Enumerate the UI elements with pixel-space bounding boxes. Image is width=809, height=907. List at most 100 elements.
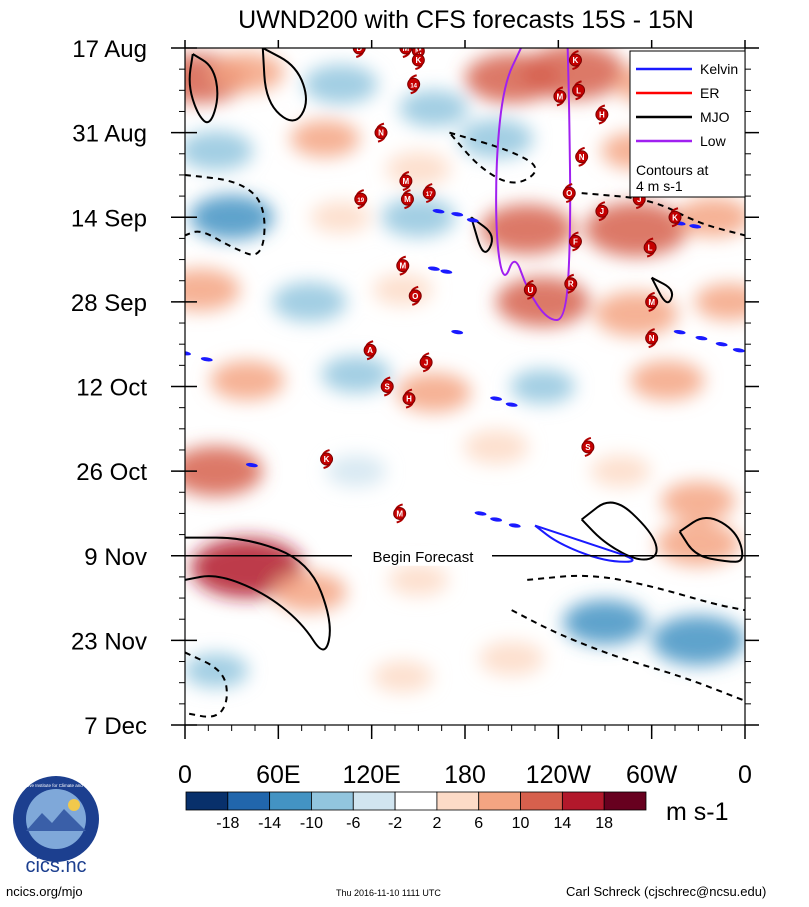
anomaly-blob-8: [185, 130, 254, 171]
storm-symbol: [407, 77, 421, 91]
storm-marker-26: K: [668, 207, 682, 228]
storm-marker-22: N: [575, 146, 589, 167]
colorbar-label-8: 14: [553, 815, 571, 832]
colorbar-label-6: 6: [474, 815, 483, 832]
y-tick-label-6: 9 Nov: [84, 544, 147, 571]
x-tick-label-0: 0: [178, 761, 192, 789]
storm-label: H: [406, 395, 412, 404]
kelvin-dashes-layer: [185, 209, 745, 528]
anomaly-blob-36: [272, 572, 347, 612]
storm-marker-33: S: [581, 436, 595, 457]
storm-label: N: [579, 153, 585, 162]
storm-label: L: [576, 86, 581, 95]
anomaly-blob-13: [189, 194, 274, 240]
storm-label: J: [424, 358, 428, 367]
legend-box: [629, 50, 746, 198]
anomaly-blob-18: [676, 197, 745, 238]
storm-marker-8: M: [400, 189, 414, 210]
storm-marker-24: J: [595, 201, 609, 222]
y-axis: 17 Aug 31 Aug 14 Sep 28 Sep 12 Oct 26 Oct 9 No…: [71, 36, 759, 740]
storm-tail-top: [354, 48, 356, 49]
anomaly-blob-24: [694, 283, 745, 321]
kelvin-dash-13: [508, 523, 521, 528]
anomaly-blob-30: [185, 446, 263, 497]
y-tick-label-1: 31 Aug: [72, 121, 147, 148]
contour-mjo-3: [448, 131, 537, 184]
x-tick-label-5: 60W: [626, 761, 678, 789]
chart-title: UWND200 with CFS forecasts 15S - 15N: [238, 6, 694, 34]
storm-label: S: [385, 383, 391, 392]
storm-label: J: [637, 195, 641, 204]
anomaly-blob-11: [458, 118, 534, 159]
storm-symbol: [581, 440, 595, 454]
anomaly-blob-2: [303, 64, 378, 105]
storm-label: F: [573, 237, 578, 246]
storm-label: L: [648, 243, 653, 252]
logo-mountains: [26, 809, 86, 831]
anomaly-blob-16: [480, 204, 575, 255]
colorbar: -18 -14 -10 -6 -2 2 6 10 14 18: [185, 791, 647, 832]
storm-tail-top: [400, 48, 402, 49]
anomaly-blob-23: [594, 291, 679, 337]
colorbar-swatch-5: [394, 791, 438, 811]
anomaly-blob-25: [210, 360, 285, 401]
anomaly-blob-19: [185, 268, 241, 311]
colorbar-label-1: -14: [258, 815, 281, 832]
storm-label: N: [649, 334, 655, 343]
storm-symbol: [668, 210, 682, 224]
kelvin-dash-8: [490, 396, 503, 401]
storm-symbol: [396, 259, 410, 273]
kelvin-dash-5: [427, 266, 440, 271]
contours-layer: [185, 48, 745, 718]
storm-symbol: [523, 283, 537, 297]
x-axis: 0 60E 120E 180 120W 60W 0: [178, 40, 752, 789]
legend-label-kelvin: Kelvin: [700, 61, 738, 77]
y-tick-label-3: 28 Sep: [71, 290, 147, 317]
storm-symbol: [643, 240, 657, 254]
anomaly-blob-31: [326, 455, 387, 488]
colorbar-swatch-0: [185, 791, 229, 811]
storm-label: R: [568, 280, 574, 289]
anomaly-blob-37: [388, 563, 449, 596]
storm-label: O: [566, 189, 572, 198]
legend: Kelvin ER MJO Low Contours at 4 m s-1: [629, 50, 746, 198]
storm-symbol: [411, 53, 425, 67]
storm-symbol: [374, 126, 388, 140]
storm-label: M: [396, 509, 403, 518]
colorbar-label-9: 18: [595, 815, 613, 832]
colorbar-label-5: 2: [432, 815, 441, 832]
storm-label: 19: [357, 198, 364, 204]
kelvin-dash-7: [451, 329, 464, 335]
storm-symbol: [363, 343, 377, 357]
contour-mjo-7: [185, 536, 331, 651]
x-tick-label-4: 120W: [526, 761, 592, 789]
anomaly-blob-3: [399, 89, 469, 128]
kelvin-dash-9: [505, 402, 518, 407]
storm-marker-0: D: [352, 44, 366, 58]
storm-symbol: [400, 192, 414, 206]
legend-note-line2: 4 m s-1: [636, 178, 683, 194]
colorbar-swatch-10: [603, 791, 647, 811]
anomaly-blob-35: [190, 537, 304, 598]
colorbar-swatch-2: [269, 791, 312, 811]
storm-label: D: [356, 44, 362, 53]
contour-mjo-1: [261, 48, 307, 122]
anomaly-blob-5: [522, 48, 626, 100]
storm-marker-5: N: [374, 122, 388, 143]
storm-marker-6: M: [399, 171, 413, 191]
legend-label-er: ER: [700, 85, 719, 101]
contour-mjo-10: [527, 574, 745, 612]
anomaly-blob-10: [385, 151, 451, 187]
footer-timestamp: Thu 2016-11-10 1111 UTC: [336, 888, 441, 898]
storm-marker-10: M: [396, 255, 410, 276]
storm-marker-9: 17: [422, 183, 436, 204]
storm-label: M: [403, 177, 410, 186]
storm-marker-13: J: [419, 352, 433, 373]
anomaly-blob-20: [272, 282, 347, 322]
x-tick-label-3: 180: [444, 761, 486, 789]
y-tick-label-8: 7 Dec: [84, 713, 147, 740]
colorbar-swatch-8: [520, 791, 563, 811]
contour-low-13: [495, 48, 572, 322]
anomaly-blob-9: [290, 120, 360, 158]
